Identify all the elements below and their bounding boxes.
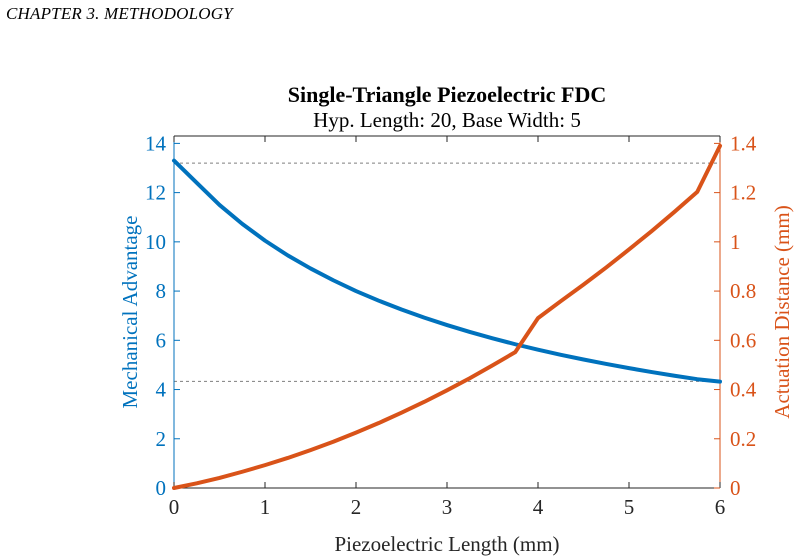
y-axis-right-label: Actuation Distance (mm) bbox=[770, 205, 794, 418]
y-left-tick-label: 4 bbox=[156, 378, 167, 402]
y-right-tick-label: 0.2 bbox=[730, 427, 756, 451]
x-tick-label: 6 bbox=[715, 495, 726, 519]
x-tick-label: 4 bbox=[533, 495, 544, 519]
chart-title: Single-Triangle Piezoelectric FDC bbox=[288, 82, 606, 107]
y-right-tick-label: 0 bbox=[730, 476, 741, 500]
x-tick-label: 5 bbox=[624, 495, 635, 519]
x-axis-label: Piezoelectric Length (mm) bbox=[334, 532, 559, 556]
x-tick-label: 2 bbox=[351, 495, 362, 519]
y-right-tick-label: 0.8 bbox=[730, 279, 756, 303]
y-left-tick-label: 0 bbox=[156, 476, 167, 500]
mechanical-advantage-line bbox=[172, 158, 722, 384]
y-left-tick-label: 8 bbox=[156, 279, 167, 303]
y-left-tick-label: 10 bbox=[145, 230, 166, 254]
x-tick-label: 3 bbox=[442, 495, 453, 519]
x-tick-label: 1 bbox=[260, 495, 271, 519]
y-right-tick-label: 1.2 bbox=[730, 181, 756, 205]
y-left-tick-label: 2 bbox=[156, 427, 167, 451]
chart-subtitle: Hyp. Length: 20, Base Width: 5 bbox=[313, 108, 581, 132]
page-header: CHAPTER 3. METHODOLOGY bbox=[6, 4, 233, 23]
y-right-tick-label: 0.4 bbox=[730, 378, 757, 402]
y-axis-left-label: Mechanical Advantage bbox=[118, 216, 142, 409]
y-left-tick-label: 12 bbox=[145, 181, 166, 205]
y-right-tick-label: 1.4 bbox=[730, 131, 757, 155]
y-left-tick-label: 14 bbox=[145, 131, 167, 155]
actuation-distance-line bbox=[172, 143, 722, 490]
y-left-tick-label: 6 bbox=[156, 328, 167, 352]
y-right-tick-label: 0.6 bbox=[730, 328, 756, 352]
y-right-tick-label: 1 bbox=[730, 230, 741, 254]
x-tick-label: 0 bbox=[169, 495, 180, 519]
